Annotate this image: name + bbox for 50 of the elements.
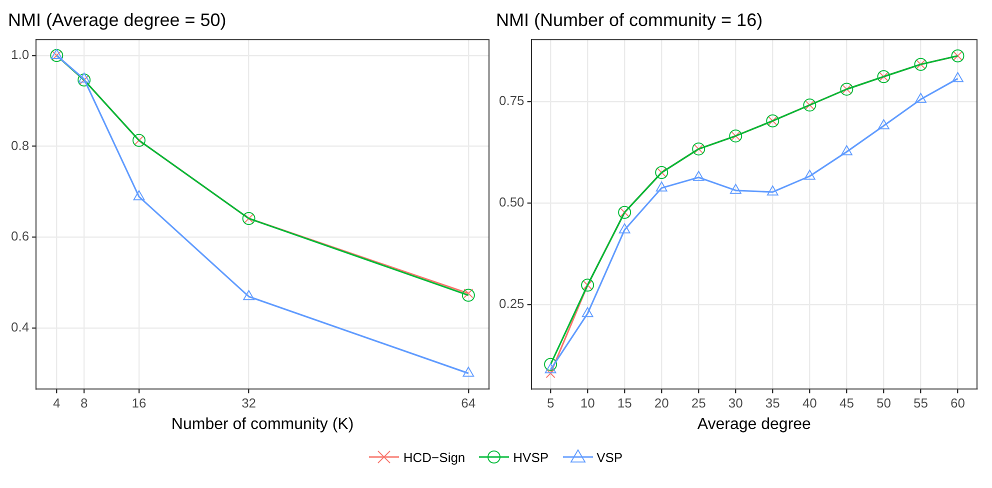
point [841,145,852,156]
point [952,72,964,82]
point [730,184,742,194]
x-tick-label: 55 [914,396,928,411]
point [804,170,816,180]
point [133,190,145,200]
chart-title: NMI (Average degree = 50) [8,10,226,30]
point [544,363,556,374]
point [462,288,475,302]
point [766,186,778,196]
point [618,223,630,234]
x-tick-label: 25 [691,396,706,411]
y-tick-label: 0.6 [10,228,30,244]
point [462,366,474,377]
point [878,119,890,130]
point [544,358,558,371]
point [915,92,926,103]
point [546,368,556,378]
x-tick-label: 45 [839,396,854,411]
x-axis-title: Number of community (K) [171,416,354,433]
point [78,72,90,83]
x-tick-label: 16 [132,396,146,411]
legend-label: VSP [596,450,623,464]
x-tick-label: 5 [546,396,554,411]
x-tick-label: 50 [876,396,891,411]
x-tick-label: 10 [580,396,595,411]
x-tick-label: 30 [728,396,743,411]
y-tick-label: 1.0 [10,47,30,62]
y-tick-label: 0.25 [498,296,524,312]
x-tick-label: 20 [654,396,669,411]
x-tick-label: 8 [80,396,88,411]
x-tick-label: 35 [765,396,780,411]
x-tick-label: 15 [617,396,632,411]
point [656,181,668,192]
legend-label: HCD−Sign [403,450,466,464]
point [582,307,594,318]
chart-title: NMI (Number of community = 16) [496,10,763,30]
x-tick-label: 60 [950,396,965,411]
x-axis-title: Average degree [697,416,812,433]
legend-label: HVSP [513,450,549,464]
x-tick-label: 4 [53,396,60,411]
x-tick-label: 32 [242,396,256,411]
point [692,170,704,181]
x-tick-label: 64 [461,396,476,411]
y-tick-label: 0.50 [498,194,524,210]
y-tick-label: 0.75 [498,92,524,108]
y-tick-label: 0.8 [10,138,30,153]
x-tick-label: 40 [802,396,817,411]
point [243,290,255,300]
y-tick-label: 0.4 [10,319,30,334]
